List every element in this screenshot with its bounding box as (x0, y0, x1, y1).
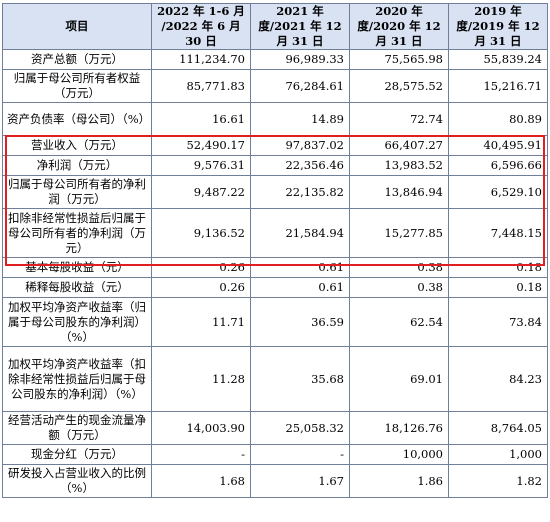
cell-value: - (151, 444, 251, 465)
cell-value: 28,575.52 (349, 69, 449, 103)
row-label: 经营活动产生的现金流量净额（万元） (2, 411, 152, 445)
table-row: 归属于母公司所有者的净利润（万元） 9,487.22 22,135.82 13,… (2, 175, 548, 209)
cell-value: 69.01 (349, 346, 449, 412)
row-label: 扣除非经常性损益后归属于母公司所有者的净利润（万元） (2, 208, 152, 258)
cell-value: 52,490.17 (151, 135, 251, 156)
cell-value: 0.26 (151, 277, 251, 298)
table-row: 基本每股收益（元） 0.26 0.61 0.38 0.18 (2, 257, 548, 278)
table-row: 经营活动产生的现金流量净额（万元） 14,003.90 25,058.32 18… (2, 411, 548, 445)
table-header-row: 项目 2022 年 1-6 月 /2022 年 6 月 30 日 2021 年度… (2, 3, 548, 50)
cell-value: 73.84 (448, 297, 548, 347)
cell-value: 62.54 (349, 297, 449, 347)
cell-value: 72.74 (349, 102, 449, 136)
cell-value: 13,846.94 (349, 175, 449, 209)
cell-value: 15,277.85 (349, 208, 449, 258)
cell-value: 1.82 (448, 464, 548, 498)
row-label: 现金分红（万元） (2, 444, 152, 465)
table-row: 营业收入（万元） 52,490.17 97,837.02 66,407.27 4… (2, 135, 548, 156)
cell-value: 75,565.98 (349, 49, 449, 70)
cell-value: 1.68 (151, 464, 251, 498)
cell-value: 96,989.33 (250, 49, 350, 70)
cell-value: 80.89 (448, 102, 548, 136)
table-row: 净利润（万元） 9,576.31 22,356.46 13,983.52 6,5… (2, 155, 548, 176)
cell-value: 11.71 (151, 297, 251, 347)
cell-value: 0.61 (250, 257, 350, 278)
cell-value: 15,216.71 (448, 69, 548, 103)
cell-value: 84.23 (448, 346, 548, 412)
cell-value: 0.26 (151, 257, 251, 278)
cell-value: 97,837.02 (250, 135, 350, 156)
cell-value: 66,407.27 (349, 135, 449, 156)
table-row: 研发投入占营业收入的比例（%） 1.68 1.67 1.86 1.82 (2, 464, 548, 498)
cell-value: 11.28 (151, 346, 251, 412)
header-col-2022h1: 2022 年 1-6 月 /2022 年 6 月 30 日 (151, 3, 251, 50)
header-col-2020: 2020 年度/2020 年 12 月 31 日 (349, 3, 449, 50)
table-row: 资产总额（万元） 111,234.70 96,989.33 75,565.98 … (2, 49, 548, 70)
cell-value: 10,000 (349, 444, 449, 465)
row-label: 研发投入占营业收入的比例（%） (2, 464, 152, 498)
cell-value: 85,771.83 (151, 69, 251, 103)
header-col-2019: 2019 年度/2019 年 12 月 31 日 (448, 3, 548, 50)
table-row: 归属于母公司所有者权益（万元） 85,771.83 76,284.61 28,5… (2, 69, 548, 103)
cell-value: 21,584.94 (250, 208, 350, 258)
cell-value: 55,839.24 (448, 49, 548, 70)
table-row: 扣除非经常性损益后归属于母公司所有者的净利润（万元） 9,136.52 21,5… (2, 208, 548, 258)
cell-value: 0.61 (250, 277, 350, 298)
cell-value: 6,529.10 (448, 175, 548, 209)
row-label: 资产负债率（母公司）（%） (2, 102, 152, 136)
financial-table-container: 项目 2022 年 1-6 月 /2022 年 6 月 30 日 2021 年度… (2, 3, 548, 498)
row-label: 归属于母公司所有者的净利润（万元） (2, 175, 152, 209)
cell-value: 14,003.90 (151, 411, 251, 445)
cell-value: 0.38 (349, 257, 449, 278)
cell-value: 40,495.91 (448, 135, 548, 156)
cell-value: 76,284.61 (250, 69, 350, 103)
cell-value: 14.89 (250, 102, 350, 136)
cell-value: 25,058.32 (250, 411, 350, 445)
row-label: 归属于母公司所有者权益（万元） (2, 69, 152, 103)
cell-value: 18,126.76 (349, 411, 449, 445)
table-row: 加权平均净资产收益率（归属于母公司股东的净利润）（%） 11.71 36.59 … (2, 297, 548, 347)
table-row: 稀释每股收益（元） 0.26 0.61 0.38 0.18 (2, 277, 548, 298)
cell-value: 16.61 (151, 102, 251, 136)
cell-value: 22,356.46 (250, 155, 350, 176)
header-col-2021: 2021 年度/2021 年 12 月 31 日 (250, 3, 350, 50)
row-label: 资产总额（万元） (2, 49, 152, 70)
cell-value: 9,136.52 (151, 208, 251, 258)
row-label: 稀释每股收益（元） (2, 277, 152, 298)
header-item: 项目 (2, 3, 152, 50)
row-label: 净利润（万元） (2, 155, 152, 176)
cell-value: 35.68 (250, 346, 350, 412)
cell-value: 111,234.70 (151, 49, 251, 70)
cell-value: 36.59 (250, 297, 350, 347)
cell-value: 1,000 (448, 444, 548, 465)
cell-value: - (250, 444, 350, 465)
cell-value: 0.18 (448, 257, 548, 278)
cell-value: 13,983.52 (349, 155, 449, 176)
cell-value: 22,135.82 (250, 175, 350, 209)
table-row: 资产负债率（母公司）（%） 16.61 14.89 72.74 80.89 (2, 102, 548, 136)
table-row: 现金分红（万元） - - 10,000 1,000 (2, 444, 548, 465)
table-row: 加权平均净资产收益率（扣除非经常性损益后归属于母公司股东的净利润）（%） 11.… (2, 346, 548, 412)
cell-value: 0.38 (349, 277, 449, 298)
cell-value: 1.86 (349, 464, 449, 498)
row-label: 基本每股收益（元） (2, 257, 152, 278)
cell-value: 9,576.31 (151, 155, 251, 176)
row-label: 营业收入（万元） (2, 135, 152, 156)
cell-value: 1.67 (250, 464, 350, 498)
cell-value: 6,596.66 (448, 155, 548, 176)
cell-value: 0.18 (448, 277, 548, 298)
row-label: 加权平均净资产收益率（扣除非经常性损益后归属于母公司股东的净利润）（%） (2, 346, 152, 412)
cell-value: 7,448.15 (448, 208, 548, 258)
cell-value: 9,487.22 (151, 175, 251, 209)
row-label: 加权平均净资产收益率（归属于母公司股东的净利润）（%） (2, 297, 152, 347)
cell-value: 8,764.05 (448, 411, 548, 445)
financial-summary-table: 项目 2022 年 1-6 月 /2022 年 6 月 30 日 2021 年度… (2, 3, 548, 498)
